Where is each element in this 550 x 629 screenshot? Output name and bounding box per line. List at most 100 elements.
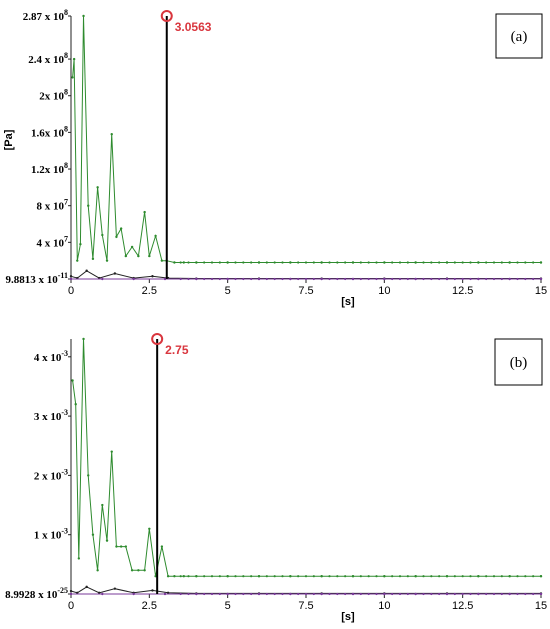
series-point-0	[143, 569, 146, 572]
baseline-point	[516, 592, 519, 596]
plateau-point	[414, 575, 417, 578]
baseline-point	[304, 277, 308, 281]
plateau-point	[406, 575, 409, 578]
series-point-0	[166, 575, 170, 578]
baseline-point	[297, 592, 300, 596]
plateau-point	[532, 261, 535, 264]
baseline-point	[445, 277, 449, 281]
plateau-point	[187, 261, 190, 264]
baseline-point	[273, 277, 276, 281]
plateau-point	[461, 261, 464, 264]
series-point-0	[87, 474, 90, 477]
panel-label-box	[494, 338, 543, 386]
series-point-1	[151, 589, 154, 592]
baseline-point	[179, 277, 182, 281]
series-line-0	[72, 338, 541, 577]
baseline-point	[383, 592, 386, 596]
baseline-point	[328, 277, 331, 281]
plateau-point	[359, 575, 362, 578]
baseline-point	[351, 277, 355, 281]
series-point-0	[76, 259, 79, 262]
series-point-0	[124, 254, 128, 258]
baseline-point	[281, 592, 284, 596]
baseline-point	[438, 592, 441, 596]
series-point-2	[69, 277, 73, 281]
baseline-point	[485, 277, 488, 281]
baseline-point	[500, 277, 503, 281]
series-point-0	[110, 450, 113, 453]
baseline-point	[289, 277, 292, 281]
baseline-point	[508, 592, 511, 596]
baseline-point	[524, 592, 527, 596]
plateau-point	[485, 575, 488, 578]
baseline-point	[430, 592, 433, 596]
marker-circle	[151, 333, 164, 345]
baseline-point	[257, 277, 261, 281]
y-tick-mantissa: 1 x 10	[34, 530, 62, 542]
plateau-point	[445, 575, 449, 578]
y-tick-mantissa: 2.87 x 10	[23, 11, 65, 23]
series-point-0	[173, 575, 176, 578]
plateau-point	[492, 575, 496, 578]
baseline-point	[226, 277, 229, 281]
plateau-point	[414, 261, 417, 264]
baseline-point	[453, 592, 456, 596]
x-tick-label: 7.5	[298, 600, 313, 612]
series-point-0	[74, 403, 77, 406]
baseline-point	[539, 592, 543, 596]
baseline-point	[257, 592, 261, 596]
baseline-point	[203, 277, 206, 281]
marker-circle	[160, 10, 173, 22]
series-point-2	[101, 277, 104, 281]
series-point-0	[137, 254, 140, 258]
series-point-0	[182, 575, 185, 578]
series-point-1	[166, 591, 170, 595]
plateau-point	[406, 261, 409, 264]
y-tick-mantissa: 2x 10	[39, 91, 64, 103]
baseline-point	[359, 592, 362, 596]
series-point-0	[101, 503, 104, 507]
y-tick-label: 1.6x 108	[31, 124, 68, 139]
plateau-point	[477, 261, 480, 264]
y-tick-exponent: 8	[64, 124, 68, 133]
plateau-point	[516, 261, 519, 264]
plateau-point	[539, 261, 543, 264]
series-point-0	[77, 557, 81, 560]
series-point-1	[69, 275, 73, 278]
y-tick-mantissa: 8.9928 x 10	[5, 589, 58, 601]
baseline-point	[359, 277, 362, 281]
plateau-point	[297, 261, 300, 264]
plateau-point	[210, 575, 214, 578]
plateau-point	[195, 575, 198, 578]
baseline-point	[508, 277, 511, 281]
baseline-point	[218, 592, 221, 596]
plateau-point	[242, 575, 245, 578]
series-point-1	[76, 591, 79, 595]
y-tick-label: 1 x 10-3	[34, 527, 68, 542]
y-tick-label: 1.2x 108	[31, 161, 68, 176]
x-tick-label: 15	[535, 600, 547, 612]
baseline-point	[320, 277, 323, 281]
series-point-1	[151, 275, 154, 278]
series-point-0	[130, 245, 134, 249]
y-tick-exponent: -3	[61, 349, 68, 358]
plateau-point	[234, 261, 237, 264]
plateau-point	[453, 575, 456, 578]
plateau-point	[539, 575, 543, 578]
plateau-point	[461, 575, 464, 578]
plateau-point	[273, 261, 276, 264]
baseline-point	[187, 277, 190, 281]
series-point-1	[85, 269, 88, 272]
plateau-point	[383, 261, 386, 264]
series-point-0	[115, 235, 118, 239]
marker-label: 3.0563	[175, 20, 212, 34]
series-point-0	[105, 539, 109, 542]
series-point-0	[143, 210, 146, 214]
baseline-point	[297, 277, 300, 281]
plateau-point	[328, 261, 331, 264]
baseline-point	[375, 277, 378, 281]
baseline-point	[281, 277, 284, 281]
x-axis-label: [s]	[341, 611, 355, 623]
baseline-point	[265, 277, 268, 281]
